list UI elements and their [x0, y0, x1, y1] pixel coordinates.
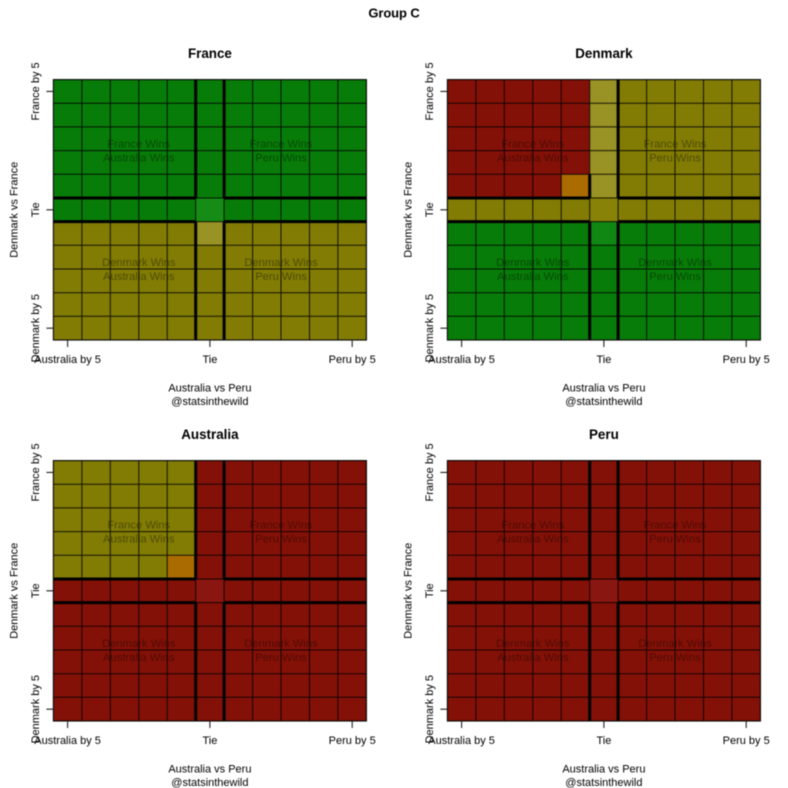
svg-text:Denmark by 5: Denmark by 5	[424, 675, 436, 743]
svg-text:Denmark Wins: Denmark Wins	[638, 257, 712, 269]
svg-text:@statsinthewild: @statsinthewild	[171, 777, 248, 788]
svg-text:Australia Wins: Australia Wins	[497, 534, 569, 546]
svg-text:Denmark by 5: Denmark by 5	[424, 294, 436, 362]
svg-text:Australia vs Peru: Australia vs Peru	[168, 764, 251, 776]
svg-text:Australia Wins: Australia Wins	[103, 652, 175, 664]
svg-text:Australia by 5: Australia by 5	[34, 735, 101, 747]
svg-text:Peru by 5: Peru by 5	[329, 354, 376, 366]
svg-text:Tie: Tie	[424, 202, 436, 217]
svg-text:Peru by 5: Peru by 5	[723, 735, 770, 747]
svg-text:Tie: Tie	[202, 735, 217, 747]
svg-text:Peru Wins: Peru Wins	[649, 534, 701, 546]
svg-text:Australia by 5: Australia by 5	[428, 354, 495, 366]
svg-text:Denmark Wins: Denmark Wins	[496, 638, 570, 650]
svg-text:Denmark: Denmark	[575, 46, 633, 61]
svg-text:France by 5: France by 5	[424, 62, 436, 120]
svg-text:Australia vs Peru: Australia vs Peru	[562, 764, 645, 776]
svg-text:Australia Wins: Australia Wins	[497, 652, 569, 664]
svg-text:Australia vs Peru: Australia vs Peru	[562, 383, 645, 395]
svg-text:Australia Wins: Australia Wins	[497, 271, 569, 283]
svg-text:France Wins: France Wins	[250, 520, 313, 532]
svg-text:@statsinthewild: @statsinthewild	[171, 396, 248, 408]
svg-text:Australia by 5: Australia by 5	[34, 354, 101, 366]
svg-text:Peru by 5: Peru by 5	[723, 354, 770, 366]
svg-text:Denmark Wins: Denmark Wins	[638, 638, 712, 650]
svg-text:France Wins: France Wins	[107, 520, 170, 532]
svg-text:Australia by 5: Australia by 5	[428, 735, 495, 747]
svg-text:Group C: Group C	[368, 6, 420, 21]
svg-text:Peru Wins: Peru Wins	[255, 271, 307, 283]
svg-text:Tie: Tie	[30, 202, 42, 217]
svg-text:Denmark Wins: Denmark Wins	[244, 638, 318, 650]
svg-text:Tie: Tie	[202, 354, 217, 366]
svg-text:France Wins: France Wins	[107, 139, 170, 151]
svg-text:Australia Wins: Australia Wins	[497, 153, 569, 165]
svg-text:Peru Wins: Peru Wins	[649, 652, 701, 664]
svg-text:Peru: Peru	[589, 427, 619, 442]
svg-text:Denmark Wins: Denmark Wins	[102, 638, 176, 650]
svg-text:France Wins: France Wins	[501, 139, 564, 151]
svg-text:Denmark Wins: Denmark Wins	[102, 257, 176, 269]
svg-text:Australia Wins: Australia Wins	[103, 271, 175, 283]
svg-text:Denmark vs France: Denmark vs France	[9, 162, 21, 258]
svg-text:France by 5: France by 5	[30, 62, 42, 120]
svg-text:Denmark by 5: Denmark by 5	[30, 675, 42, 743]
svg-text:Tie: Tie	[424, 583, 436, 598]
svg-text:Australia Wins: Australia Wins	[103, 534, 175, 546]
svg-text:France by 5: France by 5	[30, 443, 42, 501]
svg-text:France Wins: France Wins	[644, 139, 707, 151]
svg-text:Tie: Tie	[596, 354, 611, 366]
svg-text:Denmark Wins: Denmark Wins	[244, 257, 318, 269]
svg-text:Tie: Tie	[596, 735, 611, 747]
svg-text:France Wins: France Wins	[501, 520, 564, 532]
svg-text:France by 5: France by 5	[424, 443, 436, 501]
svg-text:Denmark vs France: Denmark vs France	[403, 543, 415, 639]
svg-text:Australia: Australia	[181, 427, 239, 442]
svg-text:Peru Wins: Peru Wins	[649, 153, 701, 165]
svg-text:Peru Wins: Peru Wins	[649, 271, 701, 283]
svg-text:Australia vs Peru: Australia vs Peru	[168, 383, 251, 395]
svg-text:Denmark vs France: Denmark vs France	[403, 162, 415, 258]
svg-text:Peru Wins: Peru Wins	[255, 534, 307, 546]
svg-text:France Wins: France Wins	[250, 139, 313, 151]
svg-text:Peru Wins: Peru Wins	[255, 153, 307, 165]
svg-text:Australia Wins: Australia Wins	[103, 153, 175, 165]
svg-text:France: France	[188, 46, 232, 61]
svg-text:Denmark by 5: Denmark by 5	[30, 294, 42, 362]
svg-text:Peru by 5: Peru by 5	[329, 735, 376, 747]
svg-text:Denmark vs France: Denmark vs France	[9, 543, 21, 639]
svg-text:@statsinthewild: @statsinthewild	[565, 396, 642, 408]
svg-text:Tie: Tie	[30, 583, 42, 598]
svg-text:Denmark Wins: Denmark Wins	[496, 257, 570, 269]
svg-text:Peru Wins: Peru Wins	[255, 652, 307, 664]
svg-text:France Wins: France Wins	[644, 520, 707, 532]
svg-text:@statsinthewild: @statsinthewild	[565, 777, 642, 788]
